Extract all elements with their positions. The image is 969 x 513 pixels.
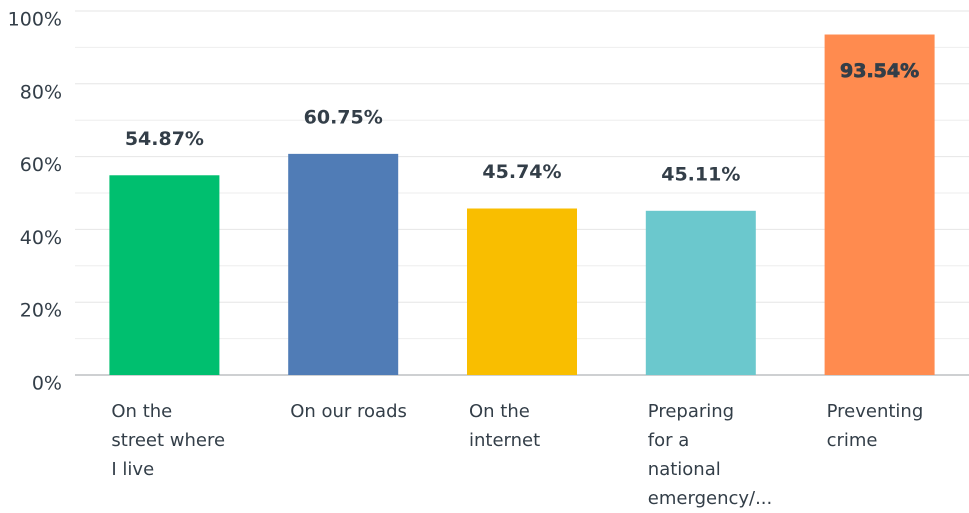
y-tick-label: 20% xyxy=(20,300,62,322)
bar xyxy=(645,210,756,375)
x-tick-line: national xyxy=(647,459,721,480)
y-tick-label: 40% xyxy=(20,227,62,249)
value-label: 54.87% xyxy=(125,128,204,150)
y-tick-label: 80% xyxy=(20,81,62,103)
x-tick-line: I live xyxy=(111,459,155,480)
value-label: 45.11% xyxy=(661,163,740,185)
x-tick-label: Preparing for a national emergency/... xyxy=(648,397,772,513)
bar xyxy=(109,175,220,375)
x-tick-line: internet xyxy=(469,430,541,451)
x-tick-line: for a xyxy=(647,430,690,451)
x-tick-label: On our roads xyxy=(290,397,407,426)
value-label: 45.74% xyxy=(482,161,561,183)
x-tick-line: street where xyxy=(111,430,226,451)
value-label: 60.75% xyxy=(304,106,383,128)
x-tick-line: Preventing xyxy=(826,401,924,422)
x-tick-line: On our roads xyxy=(290,401,407,422)
x-tick-label: On the street where I live xyxy=(111,397,225,484)
x-tick-label: On the internet xyxy=(469,397,540,455)
value-label: 93.54% xyxy=(840,60,919,82)
y-tick-label: 100% xyxy=(8,9,62,31)
y-tick-label: 60% xyxy=(20,154,62,176)
x-tick-label: Preventing crime xyxy=(827,397,924,455)
x-tick-line: On the xyxy=(111,401,173,422)
bar xyxy=(288,153,399,375)
x-tick-line: emergency/... xyxy=(647,488,773,509)
x-tick-line: On the xyxy=(469,401,530,422)
y-tick-label: 0% xyxy=(32,373,62,395)
x-tick-line: crime xyxy=(826,430,878,451)
bar xyxy=(824,34,935,375)
bar xyxy=(467,208,577,375)
x-tick-line: Preparing xyxy=(647,401,735,422)
